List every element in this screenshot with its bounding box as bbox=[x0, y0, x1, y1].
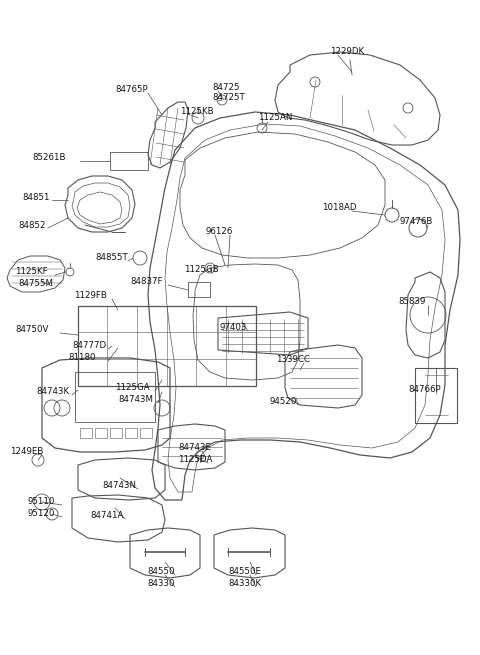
Text: 95120: 95120 bbox=[28, 510, 55, 519]
Text: 84743E: 84743E bbox=[178, 443, 211, 453]
Bar bbox=[188, 282, 210, 297]
Text: 84750V: 84750V bbox=[15, 326, 48, 335]
Bar bbox=[125, 428, 137, 438]
Text: 84851: 84851 bbox=[22, 193, 49, 202]
Text: 1125GB: 1125GB bbox=[184, 265, 219, 274]
Text: 97476B: 97476B bbox=[400, 217, 433, 227]
Text: 1018AD: 1018AD bbox=[322, 204, 357, 212]
Bar bbox=[78, 306, 256, 386]
Bar bbox=[140, 428, 152, 438]
Text: 84852: 84852 bbox=[18, 221, 46, 229]
Bar bbox=[80, 428, 92, 438]
Text: 1129FB: 1129FB bbox=[74, 291, 107, 301]
Text: 1125KB: 1125KB bbox=[180, 107, 214, 115]
Text: 85839: 85839 bbox=[398, 297, 425, 307]
Text: 84725T: 84725T bbox=[212, 94, 245, 102]
Text: 84765P: 84765P bbox=[115, 86, 148, 94]
Text: 84837F: 84837F bbox=[130, 278, 163, 286]
Bar bbox=[110, 428, 122, 438]
Text: 84743K: 84743K bbox=[36, 388, 69, 396]
Text: 97403: 97403 bbox=[220, 324, 247, 333]
Text: 1339CC: 1339CC bbox=[276, 356, 310, 364]
Text: 85261B: 85261B bbox=[32, 153, 65, 162]
Text: 1125DA: 1125DA bbox=[178, 455, 212, 464]
Text: 94520: 94520 bbox=[270, 398, 298, 407]
Bar bbox=[110, 152, 148, 170]
Text: 81180: 81180 bbox=[68, 354, 96, 362]
Text: 84743M: 84743M bbox=[118, 396, 153, 405]
Bar bbox=[95, 428, 107, 438]
Bar bbox=[75, 372, 155, 422]
Bar bbox=[415, 368, 457, 423]
Text: 1125KF: 1125KF bbox=[15, 267, 48, 276]
Text: 84550E: 84550E bbox=[228, 567, 261, 576]
Text: 84855T: 84855T bbox=[95, 253, 128, 263]
Text: 84755M: 84755M bbox=[18, 278, 53, 288]
Text: 84766P: 84766P bbox=[408, 386, 441, 394]
Text: 84777D: 84777D bbox=[72, 341, 106, 350]
Text: 1229DK: 1229DK bbox=[330, 48, 364, 56]
Text: 84550: 84550 bbox=[147, 567, 175, 576]
Text: 96126: 96126 bbox=[205, 227, 232, 236]
Text: 84741A: 84741A bbox=[90, 512, 123, 521]
Text: 1249EB: 1249EB bbox=[10, 447, 43, 457]
Text: 84725: 84725 bbox=[212, 83, 240, 92]
Text: 84330: 84330 bbox=[147, 580, 175, 588]
Text: 84330K: 84330K bbox=[228, 580, 261, 588]
Text: 1125GA: 1125GA bbox=[115, 383, 150, 392]
Text: 1125AN: 1125AN bbox=[258, 113, 292, 122]
Text: 84743N: 84743N bbox=[102, 481, 136, 491]
Text: 95110: 95110 bbox=[28, 498, 55, 506]
